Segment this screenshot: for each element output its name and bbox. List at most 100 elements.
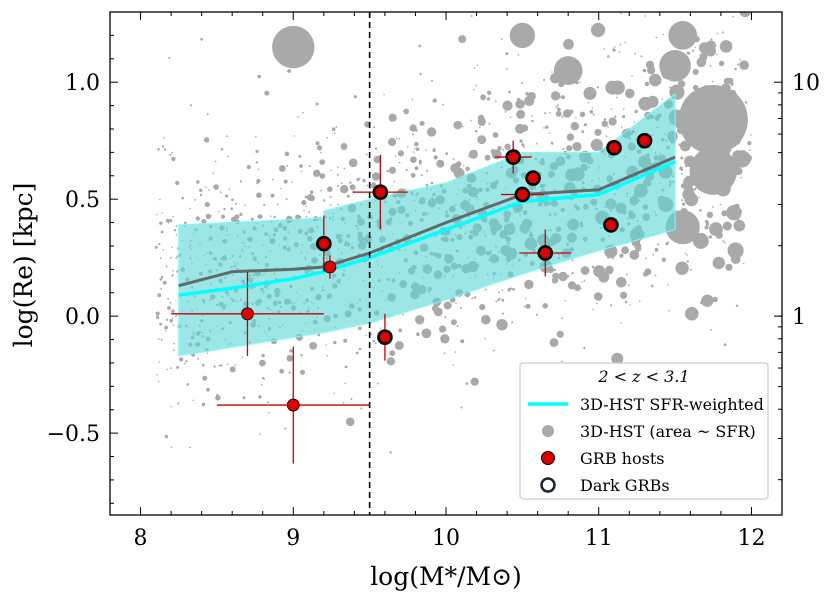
cloud-point: [524, 95, 535, 107]
cloud-point: [168, 57, 171, 59]
cloud-point: [555, 105, 558, 108]
legend-label-grb-hosts: GRB hosts: [580, 449, 664, 468]
cloud-point: [443, 301, 452, 310]
cloud-point: [462, 125, 464, 128]
y-tick-label: 0.0: [65, 305, 100, 330]
cloud-point: [445, 152, 448, 156]
cloud-point: [682, 202, 686, 206]
cloud-point: [580, 266, 590, 275]
cloud-point: [733, 219, 746, 232]
cloud-point: [516, 109, 526, 119]
cloud-point: [622, 115, 626, 119]
x-axis-title: log(M*/M⊙): [370, 562, 522, 591]
cloud-point: [511, 321, 514, 324]
cloud-point: [545, 125, 549, 129]
cloud-point: [192, 399, 195, 402]
cloud-point: [425, 183, 429, 187]
cloud-point: [642, 68, 647, 73]
cloud-point: [343, 338, 348, 343]
cloud-point: [358, 326, 362, 331]
cloud-point: [606, 90, 609, 92]
cloud-point: [738, 154, 740, 157]
cloud-point: [217, 210, 220, 213]
cloud-point: [199, 193, 203, 197]
cloud-point: [170, 405, 173, 408]
cloud-point: [160, 287, 163, 290]
cloud-point: [625, 273, 628, 276]
cloud-point: [199, 188, 203, 192]
cloud-point: [386, 170, 389, 173]
cloud-point: [433, 147, 436, 150]
cloud-point: [263, 203, 266, 206]
cloud-point: [655, 36, 658, 39]
cloud-point: [735, 304, 739, 307]
cloud-point: [716, 32, 718, 35]
cloud-point: [459, 307, 462, 310]
cloud-point: [164, 329, 167, 332]
cloud-point: [326, 137, 328, 139]
cloud-point: [414, 166, 419, 171]
cloud-point: [608, 117, 617, 126]
cloud-point: [388, 137, 397, 147]
cloud-point: [543, 112, 546, 115]
x-tick-label: 12: [737, 526, 765, 551]
cloud-point: [183, 362, 186, 365]
cloud-point: [235, 202, 238, 205]
cloud-point: [379, 327, 382, 330]
cloud-point: [280, 187, 282, 190]
right-tick-label: 10: [792, 71, 820, 96]
cloud-point: [185, 360, 188, 363]
cloud-point: [515, 123, 525, 134]
cloud-point: [562, 147, 565, 150]
cloud-point: [709, 64, 712, 67]
cloud-point: [591, 107, 594, 109]
cloud-point: [165, 265, 168, 268]
cloud-point: [497, 145, 502, 151]
cloud-point: [685, 306, 699, 321]
cloud-point: [276, 203, 279, 206]
cloud-point: [287, 69, 291, 73]
cloud-point: [698, 196, 701, 198]
cloud-point: [705, 40, 717, 51]
cloud-point: [549, 112, 551, 114]
cloud-point: [395, 346, 397, 349]
cloud-point: [365, 153, 368, 156]
cloud-point: [432, 148, 436, 152]
cloud-point: [172, 215, 174, 218]
cloud-point: [484, 337, 487, 340]
cloud-point: [346, 194, 350, 198]
cloud-point: [547, 266, 554, 274]
cloud-point: [206, 113, 209, 116]
cloud-point: [225, 194, 228, 198]
cloud-point: [320, 189, 322, 192]
cloud-point: [267, 411, 270, 414]
cloud-point: [619, 322, 622, 324]
cloud-point: [508, 90, 511, 94]
cloud-point: [535, 313, 538, 316]
cloud-point: [748, 149, 751, 152]
dark-grb-host-point: [377, 329, 393, 345]
cloud-point: [397, 150, 404, 157]
cloud-point: [181, 196, 184, 200]
cloud-point: [486, 97, 491, 101]
cloud-point: [175, 225, 178, 228]
cloud-point: [501, 312, 504, 315]
cloud-point: [712, 296, 718, 303]
cloud-point: [639, 102, 641, 104]
cloud-point: [453, 120, 463, 130]
cloud-point: [614, 115, 617, 118]
cloud-point: [415, 315, 425, 325]
cloud-point: [366, 184, 369, 187]
cloud-point: [250, 217, 254, 221]
cloud-point: [356, 177, 360, 182]
cloud-point: [196, 180, 200, 184]
cloud-point: [205, 213, 212, 220]
cloud-point: [426, 127, 437, 137]
dark-grb-host-point: [603, 217, 619, 233]
cloud-point: [661, 98, 664, 100]
cloud-point: [161, 212, 163, 214]
cloud-point: [223, 207, 226, 211]
cloud-point: [456, 325, 459, 328]
cloud-point: [343, 167, 346, 170]
cloud-point: [675, 135, 677, 137]
